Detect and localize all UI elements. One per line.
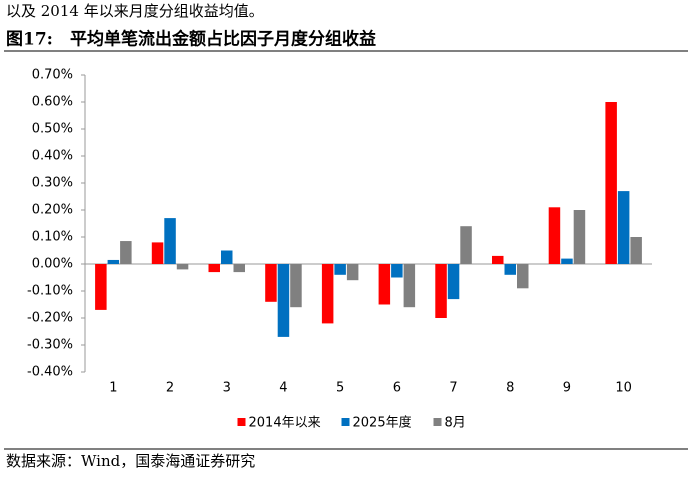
- y-tick-label: -0.20%: [27, 311, 73, 326]
- bar: [95, 264, 107, 310]
- bar: [561, 258, 573, 264]
- x-tick-label: 3: [223, 381, 231, 396]
- legend-swatch: [341, 418, 350, 426]
- legend-label: 8月: [445, 416, 466, 431]
- x-tick-label: 10: [615, 381, 632, 396]
- bar: [391, 264, 403, 278]
- y-tick-label: 0.60%: [32, 95, 73, 110]
- y-tick-label: 0.00%: [32, 257, 73, 272]
- bar: [378, 264, 391, 305]
- x-tick-label: 7: [449, 381, 457, 396]
- bar: [107, 259, 120, 264]
- y-tick-label: 0.70%: [32, 68, 73, 83]
- y-tick-label: -0.30%: [27, 338, 73, 353]
- bar: [617, 191, 630, 264]
- bar: [265, 264, 277, 302]
- bar: [164, 218, 176, 264]
- legend-label: 2014年以来: [249, 416, 321, 431]
- bar: [435, 264, 447, 318]
- bar: [290, 264, 302, 308]
- y-tick-label: -0.10%: [27, 284, 73, 299]
- bar: [517, 264, 529, 289]
- figure-label: 图17:: [6, 30, 53, 50]
- bar: [208, 264, 220, 273]
- y-tick-label: 0.40%: [32, 149, 73, 164]
- bar: [233, 264, 245, 273]
- y-tick-label: 0.10%: [32, 230, 73, 245]
- x-tick-label: 2: [166, 381, 174, 396]
- bar: [334, 264, 346, 275]
- bar: [447, 264, 460, 300]
- bar: [504, 264, 516, 275]
- bar: [605, 102, 617, 264]
- bar: [548, 207, 561, 264]
- legend-swatch: [433, 418, 442, 426]
- y-tick-label: 0.30%: [32, 176, 73, 191]
- bar: [176, 264, 189, 270]
- bar: [460, 226, 472, 264]
- bar: [346, 264, 359, 281]
- bar: [151, 242, 164, 264]
- bar: [321, 264, 334, 324]
- bar: [120, 241, 132, 264]
- y-tick-label: 0.50%: [32, 122, 73, 137]
- bar: [492, 255, 504, 264]
- x-tick-label: 8: [506, 381, 514, 396]
- chart-title: 平均单笔流出金额占比因子月度分组收益: [70, 29, 376, 50]
- x-tick-label: 5: [336, 381, 344, 396]
- legend-swatch: [237, 418, 246, 426]
- bar: [277, 264, 290, 337]
- x-tick-label: 1: [109, 381, 117, 396]
- y-tick-label: 0.20%: [32, 203, 73, 218]
- bar: [573, 210, 586, 264]
- bar: [630, 237, 642, 264]
- bar: [403, 264, 416, 308]
- source-text: 数据来源：Wind，国泰海通证券研究: [6, 452, 255, 470]
- x-tick-label: 4: [279, 381, 287, 396]
- bar: [221, 250, 233, 264]
- x-tick-label: 6: [393, 381, 401, 396]
- x-tick-label: 9: [563, 381, 571, 396]
- intro-text: 以及 2014 年以来月度分组收益均值。: [6, 2, 264, 20]
- y-tick-label: -0.40%: [27, 365, 73, 380]
- legend-label: 2025年度: [353, 415, 412, 431]
